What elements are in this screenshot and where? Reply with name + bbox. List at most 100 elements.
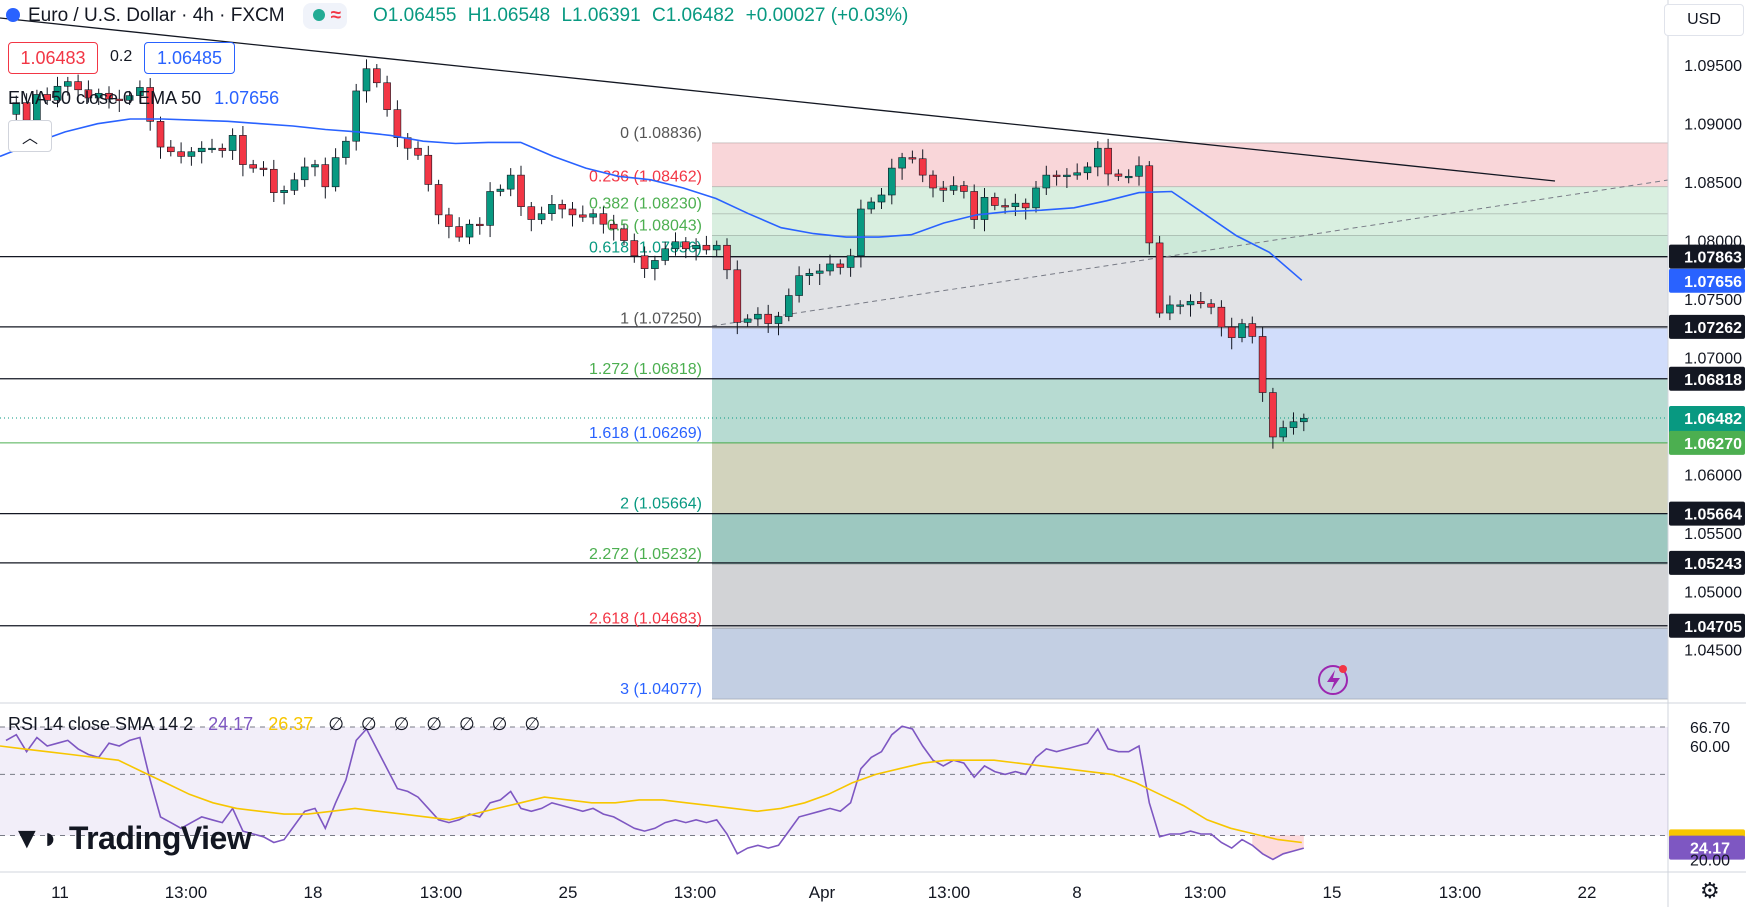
candle-body (1114, 173, 1123, 177)
candle-body (1248, 323, 1257, 337)
price-axis-tick: 1.05000 (1684, 584, 1742, 601)
lightning-icon (1318, 665, 1348, 695)
candle-body (455, 226, 464, 238)
candle-body (846, 255, 855, 268)
sell-button[interactable]: 1.06483 (8, 42, 98, 74)
candle-body (918, 158, 927, 176)
candle-body (764, 313, 773, 324)
candle-body (125, 95, 134, 101)
fib-band (712, 186, 1668, 214)
rsi-legend[interactable]: RSI 14 close SMA 14 2 24.17 26.37 ∅ ∅ ∅ … (8, 714, 546, 735)
fib-label: 2 (1.05664) (620, 496, 702, 513)
wave-icon: ≈ (330, 5, 341, 26)
candle-body (568, 208, 577, 216)
candle-body (1135, 165, 1143, 177)
price-axis-label-text: 1.07656 (1684, 274, 1742, 291)
fib-band (712, 564, 1668, 629)
time-axis-tick: 22 (1578, 883, 1597, 902)
collapse-legend-button[interactable]: ︿ (8, 120, 52, 152)
time-axis-tick: 13:00 (1184, 883, 1227, 902)
price-axis-label-text: 1.05243 (1684, 556, 1742, 573)
currency-selector[interactable]: USD (1664, 4, 1744, 36)
price-axis-label (1669, 366, 1745, 391)
tradingview-logo-icon: ▼◗ (12, 821, 59, 855)
candle-body (342, 140, 350, 158)
fib-band (712, 328, 1668, 379)
tradingview-logo: ▼◗ TradingView (12, 820, 252, 857)
candle-body (877, 194, 886, 203)
fib-label: 0 (1.08836) (620, 125, 702, 142)
symbol-title[interactable]: Euro / U.S. Dollar · 4h · FXCM (28, 5, 285, 26)
candle-body (372, 68, 381, 84)
candle-body (12, 102, 21, 115)
candle-body (980, 197, 989, 220)
candle-body (1258, 336, 1267, 393)
rsi-legend-value: 24.17 (208, 714, 254, 734)
candle-body (630, 240, 639, 257)
time-axis-tick: 13:00 (674, 883, 717, 902)
candle-body (259, 167, 268, 170)
price-axis-label-text: 1.07863 (1684, 250, 1742, 267)
price-axis-label-text: 1.04705 (1684, 619, 1742, 636)
ema-legend[interactable]: EMA 50 close 0 EMA 50 1.07656 (8, 88, 279, 109)
price-axis-label (1669, 268, 1745, 293)
candle-body (640, 255, 649, 269)
candle-body (1052, 174, 1061, 177)
candle-body (414, 147, 422, 156)
candle-body (527, 206, 536, 220)
tradingview-wordmark: TradingView (68, 820, 252, 856)
fib-band (712, 628, 1668, 700)
candle-body (43, 94, 52, 101)
candle-body (929, 174, 937, 189)
candle-body (548, 204, 556, 214)
price-axis-label-text: 1.06818 (1684, 372, 1742, 389)
candle-body (805, 273, 814, 276)
rsi-line (5, 725, 1305, 861)
price-axis-tick: 1.06000 (1684, 467, 1742, 484)
candle-body (321, 164, 330, 188)
time-axis-tick: Apr (809, 883, 836, 902)
candle-body (1186, 301, 1195, 306)
price-axis-tick: 1.08500 (1684, 175, 1742, 192)
downtrend-line (0, 17, 1556, 182)
time-axis-tick: 13:00 (165, 883, 208, 902)
candle-body (898, 157, 906, 169)
candle-body (578, 214, 587, 218)
price-axis-label (1669, 550, 1745, 575)
candle-body (84, 89, 93, 99)
gear-icon[interactable]: ⚙ (1700, 878, 1720, 903)
time-axis-tick: 8 (1072, 883, 1081, 902)
candle-body (1021, 202, 1030, 209)
candle-body (733, 269, 742, 323)
notification-dot-icon (1339, 665, 1347, 673)
candle-body (970, 191, 979, 220)
price-axis-label (1669, 314, 1745, 339)
candle-body (228, 135, 237, 151)
candle-body (960, 185, 968, 192)
fib-band (712, 442, 1668, 514)
candle-body (661, 248, 670, 261)
candle-body (702, 244, 711, 251)
candle-body (197, 147, 206, 153)
price-axis-label-text: 1.05664 (1684, 507, 1742, 524)
candle-body (857, 208, 865, 257)
price-axis-tick: 1.09000 (1684, 117, 1742, 134)
time-axis-tick: 18 (304, 883, 323, 902)
price-axis-label (1669, 244, 1745, 269)
buy-button[interactable]: 1.06485 (144, 42, 235, 74)
market-status-pill[interactable]: ≈ (302, 3, 347, 29)
uptrend-dashed-line (711, 179, 1669, 327)
fib-label: 0.5 (1.08043) (607, 218, 702, 235)
candle-body (1063, 174, 1071, 177)
candle-body (620, 228, 628, 241)
ohlc-low: L1.06391 (561, 5, 641, 26)
candle-body (506, 174, 515, 190)
candle-body (146, 87, 154, 122)
candle-body (990, 197, 999, 206)
candle-body (1279, 427, 1287, 438)
time-axis-tick: 25 (559, 883, 578, 902)
rsi-axis-tick: 60.00 (1690, 739, 1730, 756)
spread-value: 0.2 (110, 48, 133, 65)
ema-50-line (0, 118, 1303, 281)
